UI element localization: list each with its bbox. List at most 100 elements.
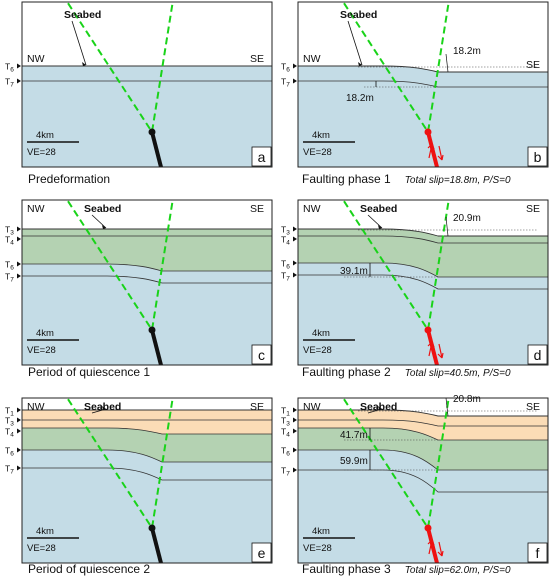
basement-fault bbox=[426, 527, 440, 563]
offset-label: 18.2m bbox=[346, 93, 374, 104]
seabed-offset-label: 20.8m bbox=[453, 394, 481, 405]
horizon-label-t4: T4 bbox=[5, 427, 14, 439]
fault-tip bbox=[424, 326, 432, 334]
panel-d: NW SE Seabed T3 T4 T6 T7 4km VE=28 d 20.9m 39.1m bbox=[280, 199, 550, 366]
horizon-arrow bbox=[293, 407, 297, 413]
diagram-mark bbox=[445, 397, 449, 417]
diagram-mark bbox=[445, 216, 449, 237]
direction-se: SE bbox=[526, 203, 540, 215]
horizon-line bbox=[298, 409, 548, 417]
panel-letter: e bbox=[258, 545, 266, 561]
panel-letter-box bbox=[527, 344, 548, 365]
fault-trace-antithetic bbox=[427, 398, 450, 529]
panel-letter: d bbox=[534, 347, 542, 363]
panel-frame bbox=[21, 397, 273, 564]
caption-slip: Total slip=18.8m, P/S=0 bbox=[404, 175, 511, 186]
panel-caption-e: Period of quiescence 2 bbox=[28, 562, 150, 576]
horizon-arrow bbox=[293, 447, 297, 453]
fault-trace-antithetic bbox=[151, 2, 174, 133]
horizon-label-t7: T7 bbox=[281, 466, 290, 478]
horizon-arrow bbox=[293, 63, 297, 69]
fault-trace-synthetic bbox=[342, 398, 429, 529]
ve-label: VE=28 bbox=[27, 543, 56, 554]
panel-frame bbox=[297, 1, 549, 168]
blue-layer bbox=[298, 450, 548, 563]
direction-se: SE bbox=[250, 53, 264, 65]
seabed-label: Seabed bbox=[360, 203, 397, 215]
orange-layer bbox=[298, 410, 548, 440]
caption-title: Faulting phase 3 bbox=[302, 562, 391, 576]
horizon-line bbox=[298, 80, 548, 88]
horizon-arrow bbox=[293, 417, 297, 423]
panel-letter-box bbox=[527, 146, 548, 167]
green-layer bbox=[298, 428, 548, 470]
offset-label: 39.1m bbox=[340, 266, 368, 277]
diagram-mark bbox=[102, 225, 106, 229]
fault-tip bbox=[424, 128, 432, 136]
horizon-arrow bbox=[17, 78, 21, 84]
fault-tip bbox=[148, 326, 156, 334]
green-layer bbox=[298, 229, 548, 277]
diagram-mark bbox=[378, 225, 382, 229]
panel-frame bbox=[21, 1, 273, 168]
horizon-arrow bbox=[293, 467, 297, 473]
blue-layer bbox=[22, 450, 272, 563]
panel-caption-f: Faulting phase 3 Total slip=62.0m, P/S=0 bbox=[302, 562, 511, 576]
basement-fault bbox=[426, 329, 440, 365]
panel-a: NW SE Seabed T6 T7 4km VE=28 a bbox=[4, 1, 274, 168]
panel-letter-box bbox=[527, 542, 548, 563]
section-diagram-b: NW SE Seabed T6 T7 4km VE=28 b 18.2m 18.2m bbox=[281, 1, 549, 168]
blue-layer bbox=[22, 264, 272, 365]
direction-nw: NW bbox=[303, 53, 321, 65]
fault-trace-synthetic bbox=[66, 2, 153, 133]
fault-trace-antithetic bbox=[427, 200, 450, 331]
direction-se: SE bbox=[250, 401, 264, 413]
green-layer bbox=[22, 229, 272, 271]
horizon-line bbox=[298, 274, 548, 290]
horizon-arrow bbox=[17, 261, 21, 267]
scale-label: 4km bbox=[36, 526, 54, 537]
direction-se: SE bbox=[526, 59, 540, 71]
horizon-line bbox=[298, 235, 548, 244]
seabed-offset-label: 20.9m bbox=[453, 213, 481, 224]
horizon-arrow bbox=[17, 447, 21, 453]
horizon-label-t7: T7 bbox=[5, 272, 14, 284]
horizon-label-t7: T7 bbox=[5, 77, 14, 89]
horizon-label-t6: T6 bbox=[281, 259, 290, 271]
ve-label: VE=28 bbox=[27, 147, 56, 158]
horizon-label-t6: T6 bbox=[281, 62, 290, 74]
horizon-label-t4: T4 bbox=[5, 235, 14, 247]
diagram-mark bbox=[445, 53, 449, 73]
seabed-leader bbox=[91, 214, 107, 229]
direction-se: SE bbox=[526, 401, 540, 413]
fault-trace-antithetic bbox=[151, 398, 174, 529]
panel-letter: f bbox=[536, 545, 540, 561]
horizon-label-t3: T3 bbox=[281, 416, 290, 428]
basement-fault bbox=[426, 131, 440, 167]
caption-slip: Total slip=40.5m, P/S=0 bbox=[404, 368, 511, 379]
horizon-arrow bbox=[293, 226, 297, 232]
basement-fault bbox=[150, 131, 164, 167]
slip-arrow-up bbox=[427, 539, 435, 555]
fault-trace-synthetic bbox=[66, 200, 153, 331]
horizon-arrow bbox=[17, 428, 21, 434]
horizon-line bbox=[22, 427, 272, 435]
panel-letter: a bbox=[258, 149, 266, 165]
horizon-label-t6: T6 bbox=[281, 446, 290, 458]
horizon-label-t7: T7 bbox=[281, 77, 290, 89]
slip-arrow-down bbox=[437, 541, 444, 557]
diagram-mark bbox=[82, 62, 86, 66]
direction-nw: NW bbox=[303, 401, 321, 413]
direction-nw: NW bbox=[27, 53, 45, 65]
direction-nw: NW bbox=[303, 203, 321, 215]
slip-arrow-up bbox=[427, 341, 435, 357]
basement-fault bbox=[150, 329, 164, 365]
horizon-arrow bbox=[293, 78, 297, 84]
horizon-label-t3: T3 bbox=[5, 225, 14, 237]
horizon-arrow bbox=[17, 273, 21, 279]
scale-label: 4km bbox=[36, 130, 54, 141]
horizon-arrow bbox=[17, 465, 21, 471]
slip-arrow-down bbox=[437, 343, 444, 359]
